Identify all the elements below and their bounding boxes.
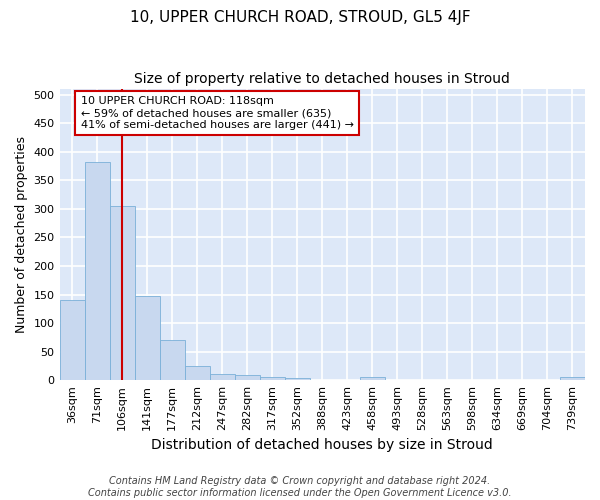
- Bar: [59, 300, 85, 380]
- Bar: [360, 378, 385, 380]
- Bar: [560, 378, 585, 380]
- Bar: [285, 378, 310, 380]
- Bar: [260, 378, 285, 380]
- Bar: [110, 206, 134, 380]
- Bar: [185, 366, 209, 380]
- X-axis label: Distribution of detached houses by size in Stroud: Distribution of detached houses by size …: [151, 438, 493, 452]
- Bar: [85, 162, 110, 380]
- Y-axis label: Number of detached properties: Number of detached properties: [15, 136, 28, 333]
- Bar: [209, 374, 235, 380]
- Bar: [134, 296, 160, 380]
- Title: Size of property relative to detached houses in Stroud: Size of property relative to detached ho…: [134, 72, 510, 86]
- Bar: [160, 340, 185, 380]
- Bar: [235, 375, 260, 380]
- Text: 10, UPPER CHURCH ROAD, STROUD, GL5 4JF: 10, UPPER CHURCH ROAD, STROUD, GL5 4JF: [130, 10, 470, 25]
- Text: 10 UPPER CHURCH ROAD: 118sqm
← 59% of detached houses are smaller (635)
41% of s: 10 UPPER CHURCH ROAD: 118sqm ← 59% of de…: [81, 96, 354, 130]
- Text: Contains HM Land Registry data © Crown copyright and database right 2024.
Contai: Contains HM Land Registry data © Crown c…: [88, 476, 512, 498]
